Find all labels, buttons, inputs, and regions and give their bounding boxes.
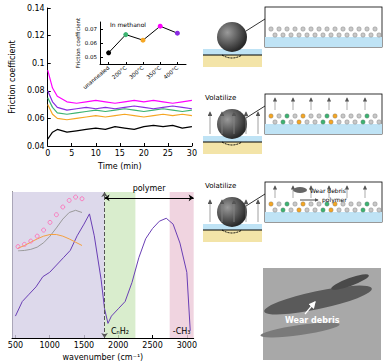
svg-text:0.07: 0.07 bbox=[85, 26, 98, 32]
svg-text:300°C: 300°C bbox=[128, 65, 145, 81]
svg-text:Time (min): Time (min) bbox=[97, 162, 141, 171]
svg-text:0.06: 0.06 bbox=[85, 40, 98, 46]
svg-text:CₙH₂: CₙH₂ bbox=[111, 327, 129, 336]
svg-text:0: 0 bbox=[45, 149, 50, 158]
svg-text:10: 10 bbox=[91, 149, 101, 158]
svg-text:2000: 2000 bbox=[108, 341, 128, 350]
svg-text:20: 20 bbox=[139, 149, 149, 158]
svg-text:Volatilize: Volatilize bbox=[205, 94, 236, 102]
svg-text:Wear debris: Wear debris bbox=[285, 316, 340, 325]
svg-text:400°C: 400°C bbox=[162, 65, 179, 81]
svg-text:1500: 1500 bbox=[74, 341, 94, 350]
svg-text:2500: 2500 bbox=[142, 341, 162, 350]
svg-text:3000: 3000 bbox=[177, 341, 197, 350]
svg-text:Volatilize: Volatilize bbox=[205, 182, 236, 190]
svg-text:Friction coefficient: Friction coefficient bbox=[75, 17, 81, 68]
svg-text:200°C: 200°C bbox=[111, 65, 128, 81]
svg-text:5: 5 bbox=[69, 149, 74, 158]
svg-text:15: 15 bbox=[115, 149, 125, 158]
svg-text:0.14: 0.14 bbox=[27, 4, 45, 13]
svg-text:polymer: polymer bbox=[322, 196, 347, 204]
svg-text:500: 500 bbox=[8, 341, 23, 350]
svg-text:0.05: 0.05 bbox=[85, 54, 98, 60]
svg-text:0.06: 0.06 bbox=[27, 114, 45, 123]
svg-text:0.08: 0.08 bbox=[27, 86, 45, 95]
svg-text:Friction coefficient: Friction coefficient bbox=[8, 40, 17, 114]
svg-text:unannealed: unannealed bbox=[82, 65, 111, 90]
svg-text:wavenumber (cm⁻¹): wavenumber (cm⁻¹) bbox=[62, 353, 143, 362]
svg-text:350°C: 350°C bbox=[145, 65, 162, 81]
svg-text:30: 30 bbox=[187, 149, 197, 158]
svg-text:Wear debris: Wear debris bbox=[310, 187, 346, 194]
svg-text:0.12: 0.12 bbox=[27, 31, 45, 40]
svg-text:0.1: 0.1 bbox=[32, 59, 45, 68]
svg-text:1000: 1000 bbox=[40, 341, 60, 350]
svg-text:polymer: polymer bbox=[133, 184, 167, 193]
svg-text:-CH₃: -CH₃ bbox=[173, 327, 191, 336]
svg-text:25: 25 bbox=[163, 149, 173, 158]
svg-text:In methanol: In methanol bbox=[110, 21, 146, 28]
svg-text:0.04: 0.04 bbox=[27, 142, 45, 151]
